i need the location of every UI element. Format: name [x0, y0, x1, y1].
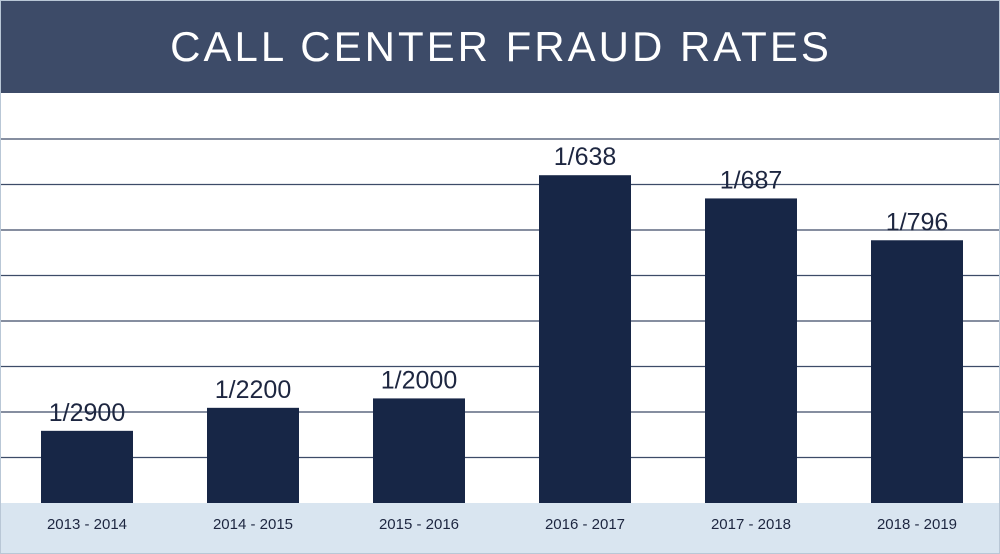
bar: [207, 407, 299, 503]
x-tick-label: 2013 - 2014: [47, 516, 127, 533]
data-label: 1/687: [720, 166, 783, 194]
chart-title: CALL CENTER FRAUD RATES: [170, 23, 832, 70]
bar: [41, 430, 133, 503]
data-label: 1/2000: [381, 366, 457, 394]
data-label: 1/638: [554, 143, 617, 171]
x-tick-label: 2016 - 2017: [545, 516, 625, 533]
plot-area: 1/2900 2013 - 2014 1/2200 2014 - 2015 1/2000…: [1, 93, 999, 553]
data-label: 1/2900: [49, 399, 125, 427]
bar: [539, 175, 631, 504]
axis-label-band: [1, 503, 999, 553]
bar: [871, 240, 963, 503]
bar: [705, 198, 797, 503]
x-tick-label: 2017 - 2018: [711, 516, 791, 533]
x-tick-label: 2014 - 2015: [213, 516, 293, 533]
bar: [373, 398, 465, 503]
x-tick-label: 2018 - 2019: [877, 516, 957, 533]
data-label: 1/2200: [215, 376, 291, 404]
x-tick-label: 2015 - 2016: [379, 516, 459, 533]
bar-chart: 1/2900 2013 - 2014 1/2200 2014 - 2015 1/2000…: [1, 138, 999, 553]
chart-header: CALL CENTER FRAUD RATES: [1, 1, 999, 93]
data-label: 1/796: [886, 208, 949, 236]
